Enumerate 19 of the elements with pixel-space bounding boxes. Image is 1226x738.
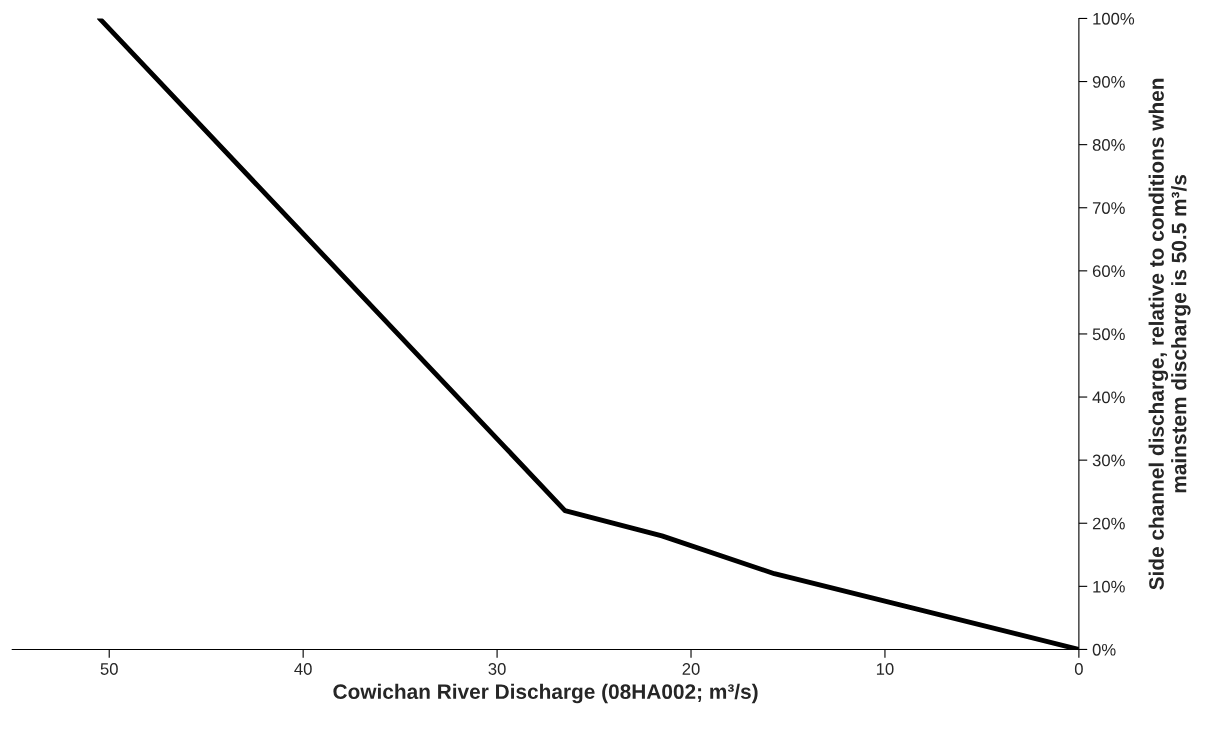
- x-tick-label: 50: [100, 663, 118, 675]
- x-tick-label: 10: [876, 663, 894, 675]
- y-tick-label: 0%: [1092, 643, 1116, 656]
- y-tick-label: 100%: [1093, 12, 1135, 25]
- y-tick-label: 60%: [1092, 265, 1125, 278]
- y-axis-title: Side channel discharge, relative to conditions when mainstem discharge is 50.5 m³/s: [1148, 78, 1191, 590]
- y-tick-label: 40%: [1092, 391, 1125, 404]
- y-tick-label: 70%: [1092, 202, 1125, 214]
- y-tick-label: 90%: [1092, 75, 1125, 88]
- x-tick-label: 30: [488, 663, 506, 675]
- y-tick-label: 30%: [1092, 454, 1125, 467]
- y-tick-label: 80%: [1092, 139, 1125, 151]
- x-tick-label: 40: [294, 663, 312, 675]
- x-tick-label: 0: [1074, 663, 1083, 675]
- x-tick-label: 20: [682, 663, 700, 675]
- y-tick-label: 10%: [1093, 580, 1125, 593]
- y-tick-label: 20%: [1092, 517, 1125, 530]
- y-tick-label: 50%: [1092, 328, 1125, 341]
- x-axis-title: Cowichan River Discharge (08HA002; m³/s): [333, 683, 758, 704]
